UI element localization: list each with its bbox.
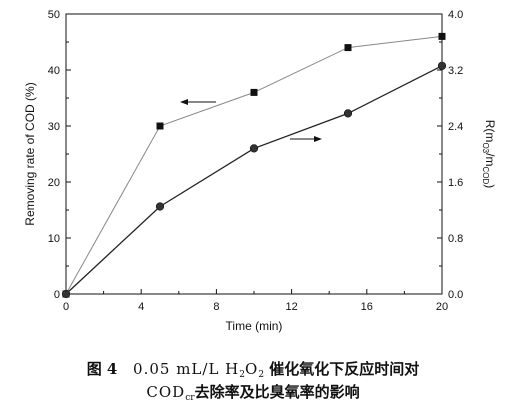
- figure-label: 图 4: [86, 360, 118, 378]
- right-y-axis-title: R(mO3/mCOD): [481, 120, 497, 188]
- right-y-title-part: ): [483, 184, 497, 188]
- right-y-title-part: O3: [481, 142, 490, 153]
- x-axis-title: Time (min): [226, 319, 283, 333]
- caption-concentration: 0.05 mL/L H: [133, 360, 240, 378]
- right-y-tick-label: 0.8: [448, 233, 463, 245]
- x-tick-label: 8: [213, 301, 219, 313]
- left-y-axis-title: Removing rate of COD (%): [23, 82, 37, 225]
- x-tick-label: 0: [63, 301, 69, 313]
- circle-marker: [437, 61, 447, 70]
- right-y-tick-label: 3.2: [448, 65, 463, 77]
- left-y-axis: 0 10 20 30 40 50: [48, 9, 71, 301]
- x-tick-label: 12: [285, 301, 297, 313]
- arrow-layer: [180, 99, 322, 142]
- right-y-tick-label: 2.4: [448, 121, 463, 133]
- right-y-tick-label: 0.0: [448, 289, 463, 301]
- right-y-tick-label: 4.0: [448, 9, 463, 21]
- x-tick-label: 16: [361, 301, 373, 313]
- caption-cod: COD: [146, 383, 186, 401]
- right-y-tick-label: 1.6: [448, 177, 463, 189]
- circle-marker: [155, 202, 165, 211]
- ratio-line: [65, 65, 443, 295]
- square-marker: [156, 122, 164, 130]
- x-tick-label: 20: [436, 301, 448, 313]
- circle-marker: [343, 109, 353, 118]
- caption-line2-text: 去除率及比臭氧率的影响: [194, 383, 360, 401]
- square-marker: [250, 88, 258, 96]
- figure-caption-line-2: CODcr去除率及比臭氧率的影响: [0, 381, 506, 403]
- right-y-title-part: COD: [481, 166, 490, 184]
- square-marker: [344, 44, 352, 52]
- series-layer: [61, 32, 447, 299]
- caption-h2o2-sub2: 2: [258, 370, 265, 380]
- left-y-tick-label: 50: [48, 9, 60, 21]
- left-arrow-head: [180, 99, 188, 105]
- left-y-tick-label: 0: [54, 289, 60, 301]
- right-y-axis: 0.0 0.8 1.6 2.4 3.2 4.0: [437, 9, 463, 301]
- square-marker: [438, 32, 446, 40]
- figure-caption-line-1: 图 4 0.05 mL/L H2O2 催化氧化下反应时间对: [0, 358, 506, 380]
- x-tick-label: 4: [138, 301, 144, 313]
- left-y-tick-label: 20: [48, 177, 60, 189]
- chart: 0 4 8 12 16 20 0 10 20 30 40 50 0.0 0.8 1.6 2.4 3.2 4.0…: [23, 9, 497, 333]
- plot-frame: [65, 13, 443, 295]
- x-axis: 0 4 8 12 16 20: [63, 289, 448, 313]
- circle-marker: [249, 144, 259, 153]
- caption-line1-text: 催化氧化下反应时间对: [264, 360, 420, 378]
- removal-rate-line: [65, 35, 443, 295]
- right-arrow-head: [314, 136, 322, 142]
- left-y-tick-label: 30: [48, 121, 60, 133]
- caption-h2o2-sub1: 2: [239, 370, 245, 380]
- right-y-title-part: R(m: [483, 120, 497, 143]
- left-y-tick-label: 40: [48, 65, 60, 77]
- caption-cod-sub: cr: [185, 393, 195, 403]
- right-y-title-part: /m: [483, 153, 497, 166]
- left-y-tick-label: 10: [48, 233, 60, 245]
- caption-h2o2-o: O: [245, 360, 259, 378]
- circle-marker: [61, 289, 71, 299]
